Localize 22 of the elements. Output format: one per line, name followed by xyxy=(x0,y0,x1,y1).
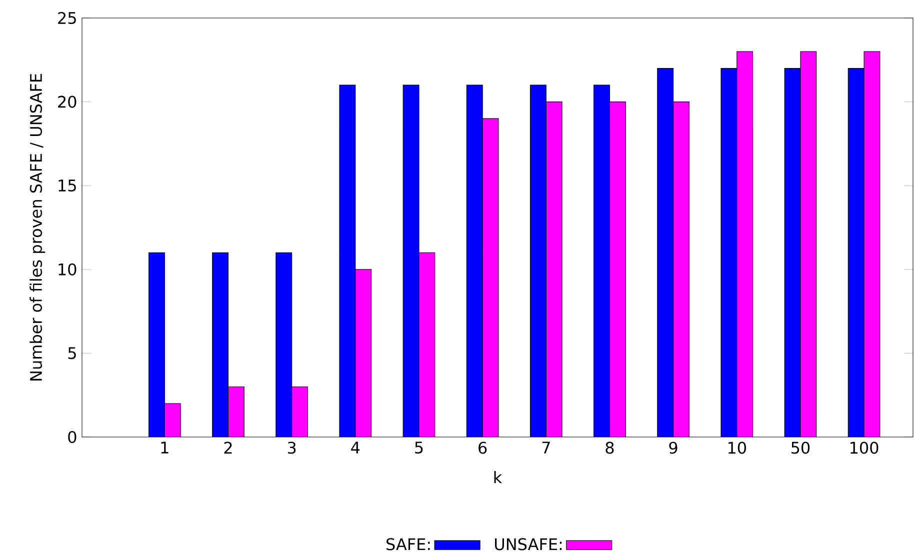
x-tick-label: 10 xyxy=(728,442,746,454)
x-tick-label: 4 xyxy=(351,442,360,454)
legend-label: UNSAFE: xyxy=(495,538,562,550)
y-tick-label: 15 xyxy=(58,179,76,192)
x-axis-title: k xyxy=(494,470,502,483)
x-tick-label: 3 xyxy=(288,442,296,454)
y-axis-title: Number of files proven SAFE / UNSAFE xyxy=(30,74,46,380)
x-tick-label: 50 xyxy=(792,442,810,454)
x-tick-label: 7 xyxy=(542,442,550,454)
y-tick-label: 0 xyxy=(68,430,76,443)
y-tick-label: 5 xyxy=(68,347,76,359)
x-tick-label: 9 xyxy=(669,442,678,454)
x-tick-label: 6 xyxy=(478,442,487,454)
x-tick-label: 1 xyxy=(161,442,168,454)
y-tick-label: 20 xyxy=(58,96,76,108)
x-tick-label: 100 xyxy=(850,442,878,454)
x-tick-label: 5 xyxy=(415,442,423,454)
y-tick-label: 25 xyxy=(58,12,76,24)
x-tick-label: 2 xyxy=(224,442,232,454)
x-tick-label: 8 xyxy=(606,442,614,454)
y-tick-label: 10 xyxy=(58,263,76,276)
legend-label: SAFE: xyxy=(386,538,430,550)
